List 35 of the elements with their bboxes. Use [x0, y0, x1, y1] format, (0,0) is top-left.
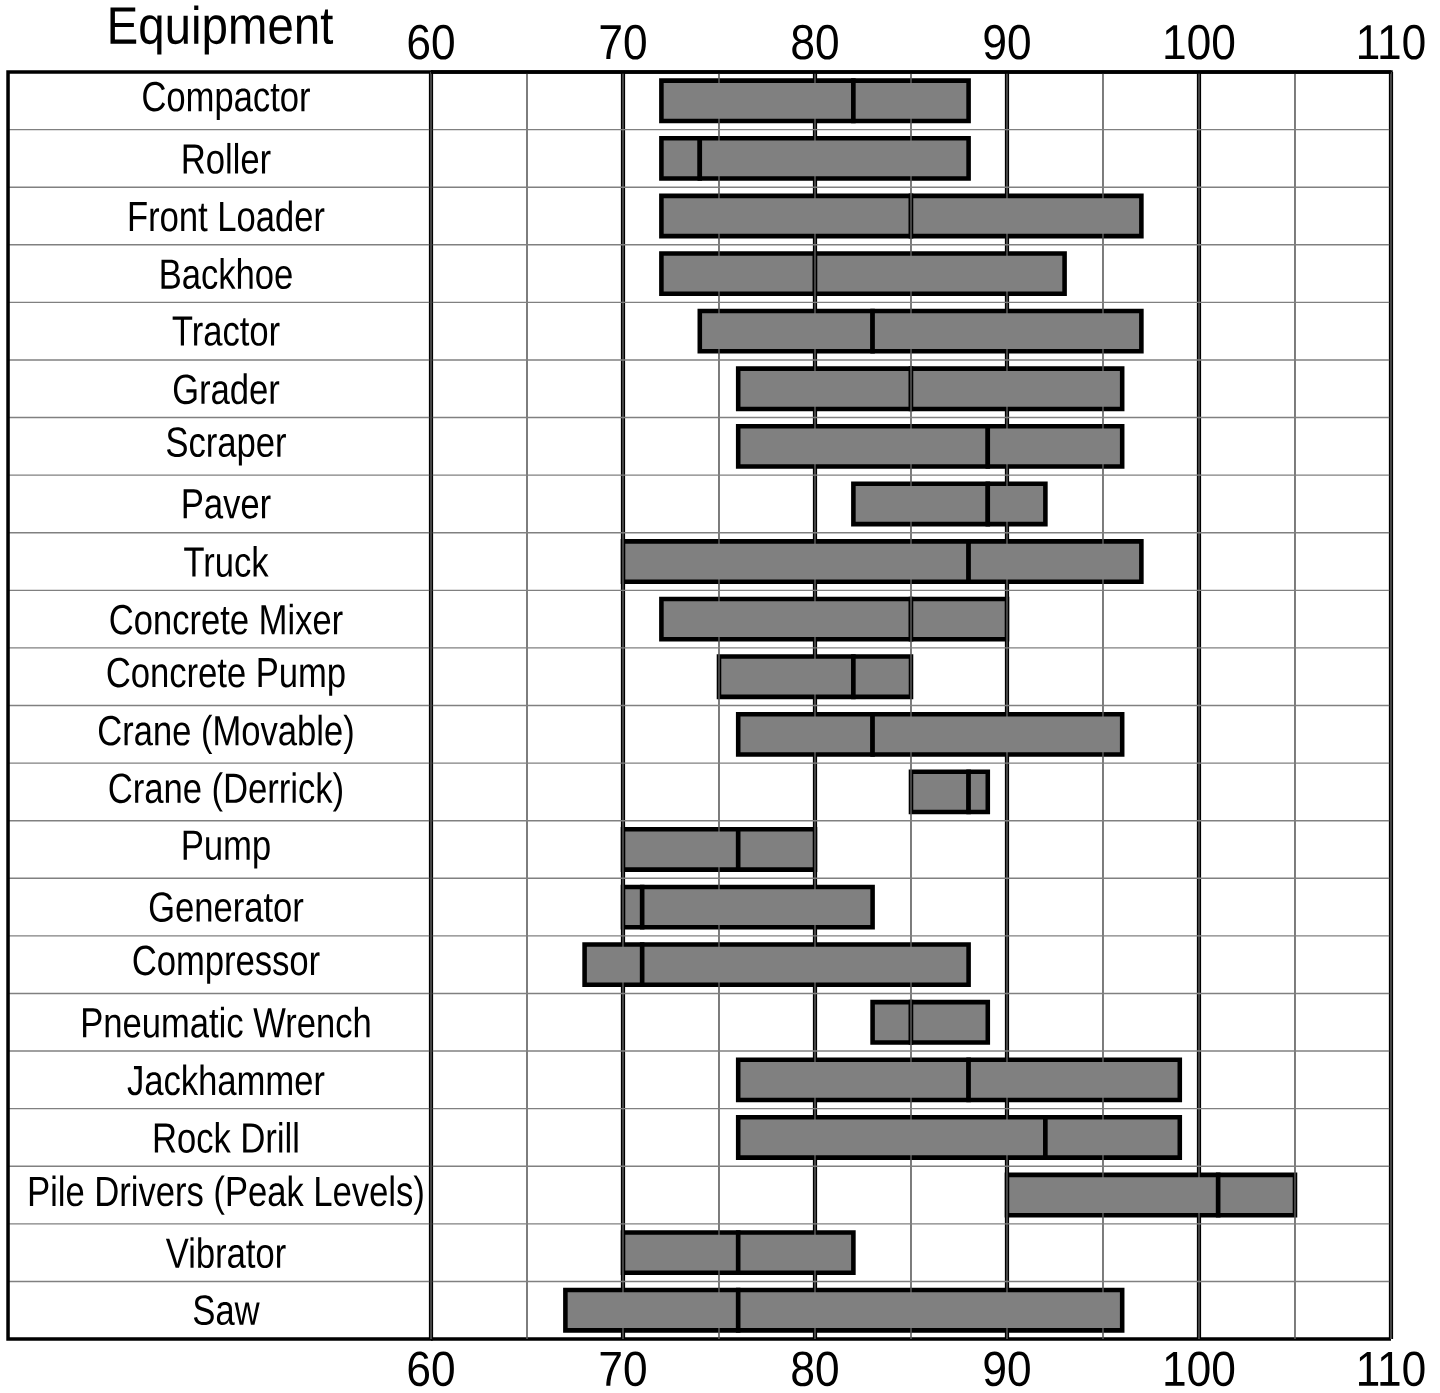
x-tick-label: 60: [408, 24, 454, 60]
x2-tick-label: 90: [984, 1351, 1030, 1387]
y-tick-label: Pneumatic Wrench: [83, 1006, 370, 1038]
y-tick-label: Crane (Movable): [98, 714, 353, 754]
x-tick-label: 110: [1359, 24, 1425, 60]
y-tick-label: Rock Drill: [154, 1121, 298, 1153]
x2-tick-label: 70: [600, 1351, 646, 1387]
y-tick-label: Front Loader: [129, 200, 325, 232]
x-tick-label: 80: [792, 24, 838, 60]
y-tick-label: Crane (Derrick): [109, 772, 342, 812]
y-tick-label: Tractor: [172, 316, 280, 346]
y-tick-label: Compressor: [133, 945, 320, 984]
y-tick-label: Pump: [183, 830, 270, 869]
y-tick-label: Backhoe: [161, 258, 292, 290]
y-tick-label: Concrete Pump: [107, 657, 345, 696]
x2-tick-label: 100: [1165, 1351, 1235, 1387]
y-tick-label: Grader: [173, 373, 280, 405]
y-tick-label: Scraper: [167, 427, 286, 466]
y-tick-label: Saw: [193, 1295, 260, 1326]
y-tick-label: Compactor: [143, 81, 310, 120]
x-tick-label: 100: [1165, 24, 1235, 60]
y-tick-label: Pile Drivers (Peak Levels): [29, 1175, 423, 1215]
y-tick-label: Truck: [184, 546, 269, 577]
x2-tick-label: 80: [792, 1351, 838, 1387]
y-tick-label: Concrete Mixer: [110, 603, 343, 635]
y-tick-label: Roller: [183, 142, 271, 174]
y-tick-label: Vibrator: [165, 1237, 286, 1269]
y-axis-title: Equipment: [110, 5, 334, 55]
y-tick-label: Paver: [183, 489, 271, 519]
y-tick-label: Generator: [149, 892, 304, 922]
x2-tick-label: 110: [1359, 1351, 1425, 1387]
x2-tick-label: 60: [408, 1351, 454, 1387]
x-tick-label: 90: [984, 24, 1030, 60]
y-tick-label: Jackhammer: [127, 1064, 325, 1096]
x-tick-label: 70: [600, 24, 646, 60]
